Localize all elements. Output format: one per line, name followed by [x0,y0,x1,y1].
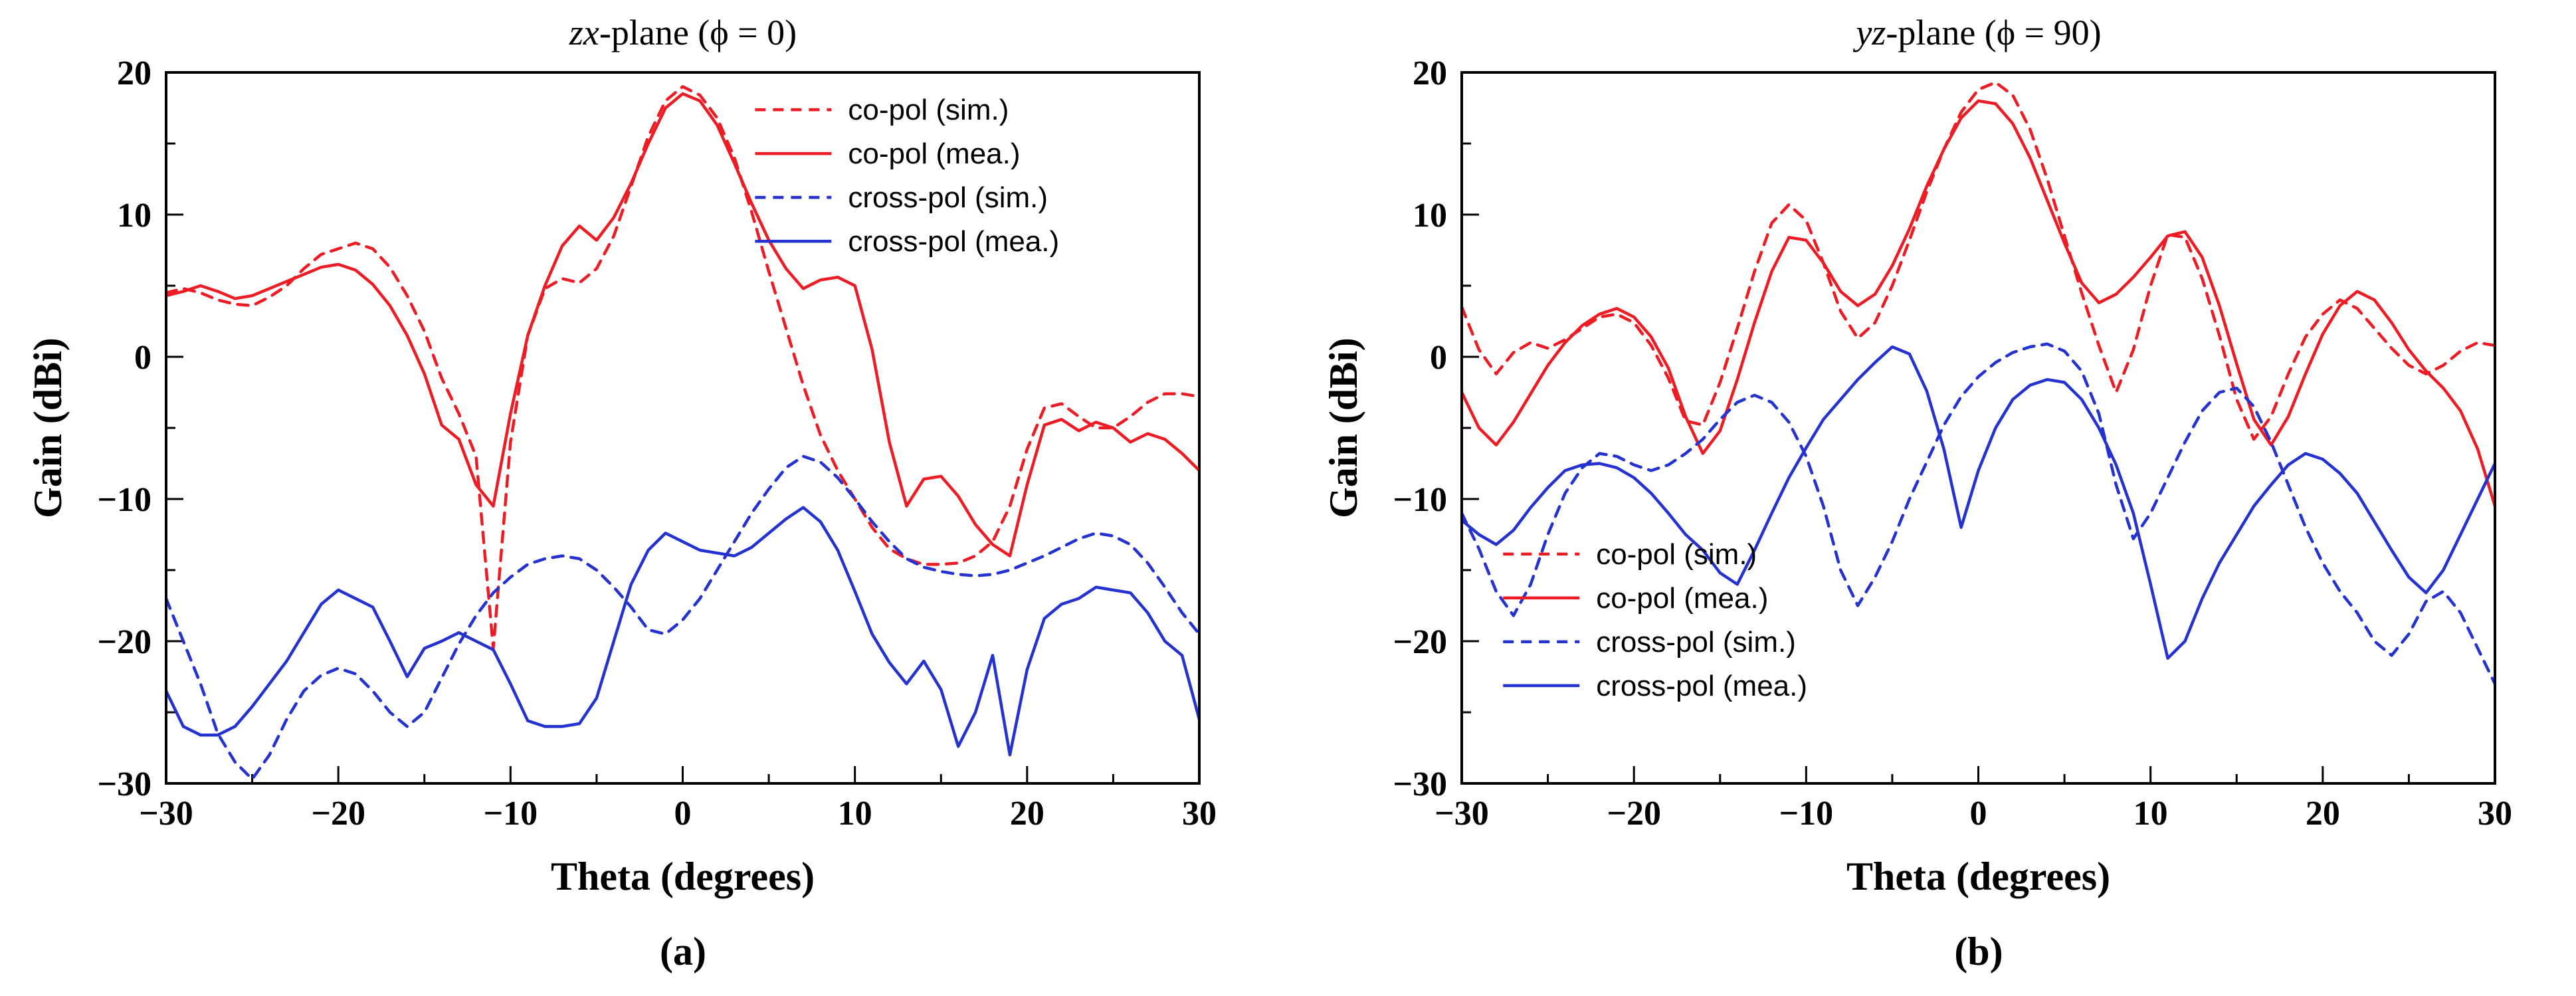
legend-label-co-pol-mea: co-pol (mea.) [1596,582,1768,615]
legend-label-cross-pol-mea: cross-pol (mea.) [848,225,1059,258]
svg-text:10: 10 [117,197,151,235]
chart-canvas: −30 −20 −10 0 10 20 30 20 10 0 −10 −20 −30 co-pol (si… [1322,54,2512,898]
y-tick-labels: 20 10 0 −10 −20 −30 [1393,54,1447,803]
panel-b: yz-plane (ϕ = 90) −30 −20 −10 0 10 20 30 20 10 0−… [1322,12,2518,975]
svg-text:0: 0 [1970,795,1987,833]
title-rest-a: -plane (ϕ = 0) [599,13,797,52]
svg-text:0: 0 [674,795,692,833]
series-cross-pol-sim [166,454,1199,781]
plot-border [165,71,1201,785]
legend: co-pol (sim.) co-pol (mea.) cross-pol (sim… [755,94,1059,258]
series-cross-pol-mea [1462,345,2495,660]
series-cross-pol-mea [166,506,1199,757]
svg-text:0: 0 [134,339,151,377]
panel-caption-a: (a) [660,930,706,973]
y-axis-label: Gain (dBi) [1322,338,1365,518]
svg-text:−30: −30 [97,765,151,803]
series-co-pol-sim [166,85,1199,650]
y-axis-ticks [1462,71,1479,785]
svg-text:−20: −20 [97,623,151,661]
svg-text:10: 10 [838,795,872,833]
svg-text:−10: −10 [1779,795,1834,833]
title-italic-a: zx [569,13,599,52]
figure-row: zx-plane (ϕ = 0) −30 −20 −10 0 10 20 30 20 10 0 −1… [26,12,2518,975]
y-axis-ticks [166,71,183,785]
svg-text:−30: −30 [1393,765,1447,803]
chart-title-b: yz-plane (ϕ = 90) [1381,12,2576,56]
series-co-pol-mea [1462,99,2495,508]
svg-text:20: 20 [1010,795,1044,833]
legend-label-cross-pol-sim: cross-pol (sim.) [1596,626,1796,658]
series-cross-pol-sim [1462,342,2495,686]
svg-text:30: 30 [2478,795,2512,833]
x-axis-ticks [165,766,1201,783]
chart-title-a: zx-plane (ϕ = 0) [85,12,1281,56]
svg-text:−10: −10 [484,795,538,833]
svg-text:−10: −10 [1393,481,1447,519]
x-axis-label: Theta (degrees) [551,854,815,898]
legend-label-co-pol-sim: co-pol (sim.) [1596,538,1757,571]
svg-text:20: 20 [2306,795,2340,833]
gain-chart-a: −30 −20 −10 0 10 20 30 20 10 0 −10 −20 −30 co-pol (si… [26,54,1223,926]
x-tick-labels: −30 −20 −10 0 10 20 30 [139,795,1217,833]
legend-label-co-pol-sim: co-pol (sim.) [848,94,1009,126]
svg-text:20: 20 [117,56,151,92]
svg-text:−30: −30 [1435,795,1489,833]
y-axis-label: Gain (dBi) [27,338,70,518]
svg-text:20: 20 [1413,56,1447,92]
gain-chart-b: −30 −20 −10 0 10 20 30 20 10 0 −10 −20 −30 co-pol (si… [1322,54,2518,926]
svg-text:−10: −10 [97,481,151,519]
svg-text:10: 10 [2133,795,2168,833]
svg-text:10: 10 [1413,197,1447,235]
svg-text:30: 30 [1182,795,1217,833]
title-italic-b: yz [1856,13,1886,52]
legend-label-cross-pol-mea: cross-pol (mea.) [1596,670,1807,702]
x-axis-ticks [1460,766,2496,783]
series-co-pol-sim [1462,80,2495,441]
panel-caption-b: (b) [1954,930,2003,973]
title-rest-b: -plane (ϕ = 90) [1886,13,2102,52]
svg-text:−20: −20 [311,795,365,833]
x-axis-label: Theta (degrees) [1846,854,2110,898]
legend-label-co-pol-mea: co-pol (mea.) [848,138,1020,170]
svg-text:0: 0 [1430,339,1447,377]
legend: co-pol (sim.) co-pol (mea.) cross-pol (sim… [1503,538,1807,702]
svg-text:−30: −30 [139,795,193,833]
chart-canvas: −30 −20 −10 0 10 20 30 20 10 0 −10 −20 −30 co-pol (si… [26,54,1217,898]
x-tick-labels: −30 −20 −10 0 10 20 30 [1435,795,2512,833]
plot-border [1460,71,2496,785]
svg-text:−20: −20 [1393,623,1447,661]
panel-a: zx-plane (ϕ = 0) −30 −20 −10 0 10 20 30 20 10 0 −1… [26,12,1223,975]
y-tick-labels: 20 10 0 −10 −20 −30 [97,54,151,803]
svg-text:−20: −20 [1607,795,1661,833]
series-co-pol-mea [166,92,1199,557]
legend-label-cross-pol-sim: cross-pol (sim.) [848,181,1048,214]
